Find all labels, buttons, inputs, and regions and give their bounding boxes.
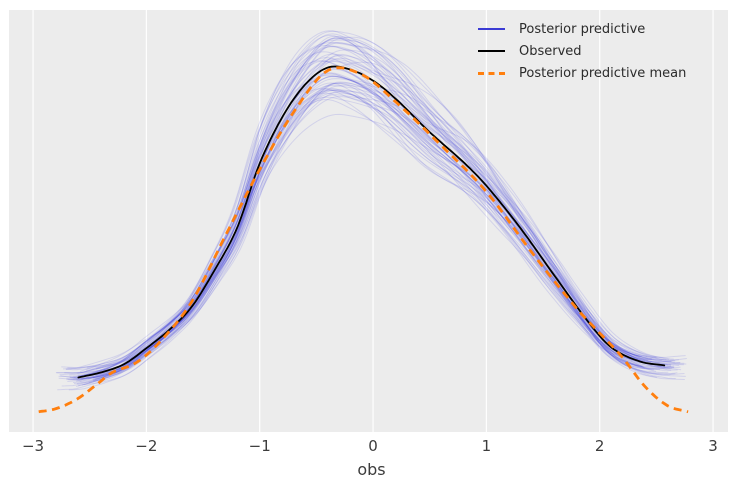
posterior-predictive-sample-line — [67, 34, 686, 369]
posterior-predictive-sample-line — [79, 30, 684, 382]
legend-label: Posterior predictive — [519, 21, 646, 37]
x-tick-label: −3 — [21, 437, 45, 455]
posterior-predictive-sample-line — [93, 82, 651, 382]
posterior-predictive-sample-line — [69, 75, 672, 378]
posterior-predictive-sample-line — [79, 36, 679, 372]
posterior-predictive-sample-line — [86, 92, 672, 371]
posterior-predictive-mean-dashed-line-icon — [478, 71, 505, 75]
posterior-predictive-sample-line — [93, 57, 672, 381]
x-tick-label: 0 — [368, 437, 378, 455]
x-tick-label: 1 — [481, 437, 492, 455]
x-tick-label: −2 — [135, 437, 158, 455]
legend-item-posterior-predictive: Posterior predictive — [478, 20, 686, 38]
x-tick-label: −1 — [248, 437, 271, 455]
posterior-predictive-sample-line — [80, 44, 657, 377]
legend-item-posterior-predictive-mean: Posterior predictive mean — [478, 64, 686, 82]
legend-label: Posterior predictive mean — [519, 65, 687, 81]
posterior-predictive-sample-line — [78, 84, 674, 377]
posterior-predictive-samples — [55, 30, 687, 391]
posterior-predictive-sample-line — [69, 53, 681, 380]
posterior-predictive-sample-line — [95, 113, 678, 380]
posterior-predictive-sample-line — [72, 53, 657, 380]
posterior-predictive-sample-line — [65, 61, 654, 370]
posterior-predictive-sample-line — [87, 89, 653, 380]
posterior-predictive-sample-line — [92, 57, 665, 377]
posterior-predictive-sample-line — [75, 41, 681, 382]
posterior-predictive-sample-line — [60, 94, 681, 379]
posterior-predictive-sample-line — [66, 30, 661, 379]
posterior-predictive-sample-line — [68, 96, 676, 391]
posterior-predictive-sample-line — [68, 89, 639, 381]
legend-label: Observed — [519, 43, 582, 59]
posterior-predictive-sample-line — [61, 35, 653, 369]
legend-item-observed: Observed — [478, 42, 686, 60]
chart-canvas — [32, 10, 714, 432]
x-tick-label: 2 — [594, 437, 605, 455]
posterior-predictive-line-icon — [478, 28, 505, 30]
posterior-predictive-mean-line — [38, 66, 689, 414]
observed-line-icon — [478, 50, 505, 52]
posterior-predictive-sample-line — [92, 58, 676, 375]
posterior-predictive-sample-line — [83, 54, 682, 386]
posterior-predictive-sample-line — [73, 81, 675, 379]
posterior-predictive-sample-line — [92, 90, 645, 380]
posterior-predictive-sample-line — [95, 42, 652, 376]
posterior-predictive-sample-line — [59, 37, 687, 376]
posterior-predictive-sample-line — [72, 73, 675, 377]
posterior-predictive-sample-line — [75, 88, 686, 387]
posterior-predictive-sample-line — [65, 72, 648, 371]
legend: Posterior predictive Observed Posterior … — [478, 20, 686, 82]
x-tick-label: 3 — [708, 437, 718, 455]
posterior-predictive-sample-line — [64, 33, 670, 374]
x-axis-label: obs — [357, 460, 386, 479]
posterior-predictive-sample-line — [76, 75, 639, 380]
posterior-predictive-sample-line — [57, 78, 685, 391]
posterior-predictive-sample-line — [55, 51, 687, 374]
posterior-predictive-sample-line — [63, 60, 640, 370]
posterior-predictive-sample-line — [72, 98, 685, 383]
posterior-predictive-sample-line — [78, 82, 658, 387]
posterior-predictive-sample-line — [95, 39, 662, 375]
posterior-predictive-sample-line — [92, 42, 653, 379]
posterior-predictive-sample-line — [93, 96, 674, 380]
posterior-predictive-sample-line — [56, 89, 685, 374]
posterior-predictive-sample-line — [86, 49, 658, 377]
posterior-predictive-sample-line — [66, 45, 678, 381]
posterior-predictive-sample-line — [61, 87, 654, 387]
